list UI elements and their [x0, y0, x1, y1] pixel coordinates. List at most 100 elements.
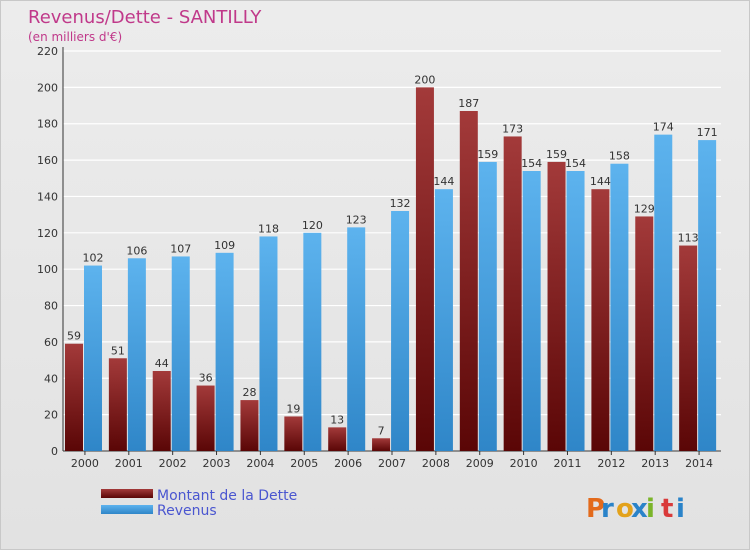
debt-bar [284, 416, 303, 451]
debt-value-label: 187 [458, 97, 479, 110]
revenus-value-label: 109 [214, 239, 235, 252]
revenus-value-label: 159 [477, 148, 498, 161]
debt-bar [679, 245, 698, 451]
revenus-bar [127, 258, 146, 451]
y-tick-label: 80 [44, 300, 58, 313]
x-tick-label: 2011 [553, 457, 581, 470]
x-tick-label: 2005 [290, 457, 318, 470]
debt-value-label: 13 [330, 413, 344, 426]
revenus-bar [610, 163, 629, 451]
debt-bar [591, 189, 610, 451]
chart-title: Revenus/Dette - SANTILLY [28, 7, 262, 28]
revenus-bar [391, 211, 410, 451]
y-tick-label: 20 [44, 409, 58, 422]
debt-bar [65, 343, 83, 451]
debt-value-label: 200 [414, 73, 435, 86]
revenus-bar [259, 236, 278, 451]
x-tick-label: 2006 [334, 457, 362, 470]
debt-value-label: 36 [199, 372, 213, 385]
logo-letter: o [616, 494, 634, 524]
x-tick-label: 2013 [641, 457, 669, 470]
revenus-bar [434, 189, 453, 451]
revenus-bar [347, 227, 366, 451]
revenus-value-label: 158 [609, 150, 630, 163]
legend: Montant de la Dette Revenus [101, 488, 297, 519]
y-tick-label: 220 [37, 45, 58, 58]
legend-swatch-debt [101, 489, 153, 498]
x-tick-label: 2009 [466, 457, 494, 470]
proxiti-logo: Pr oxi t i [586, 494, 685, 524]
debt-bar [372, 438, 391, 451]
debt-bar [328, 427, 347, 451]
revenus-value-label: 120 [302, 219, 323, 232]
chart-subtitle: (en milliers d'€) [28, 30, 122, 44]
revenus-value-label: 118 [258, 222, 279, 235]
legend-label-debt: Montant de la Dette [157, 488, 297, 504]
x-tick-label: 2000 [71, 457, 99, 470]
debt-bar [152, 371, 171, 451]
revenus-value-label: 171 [697, 126, 718, 139]
x-tick-label: 2007 [378, 457, 406, 470]
debt-value-label: 173 [502, 122, 523, 135]
debt-value-label: 59 [67, 330, 81, 343]
legend-label-revenus: Revenus [157, 503, 217, 519]
y-tick-label: 120 [37, 227, 58, 240]
debt-bar [459, 111, 478, 451]
revenus-value-label: 154 [521, 157, 542, 170]
debt-bar [547, 161, 566, 451]
y-tick-label: 180 [37, 118, 58, 131]
debt-value-label: 7 [378, 424, 385, 437]
debt-bar [503, 136, 522, 452]
logo-letter: i [676, 494, 685, 524]
revenus-value-label: 107 [170, 242, 191, 255]
debt-value-label: 51 [111, 344, 125, 357]
logo-letter: x [631, 494, 648, 524]
x-tick-label: 2001 [115, 457, 143, 470]
revenus-value-label: 174 [653, 121, 674, 134]
y-tick-label: 140 [37, 190, 58, 203]
bars [65, 87, 717, 452]
revenus-value-label: 102 [83, 252, 104, 265]
revenus-value-label: 106 [126, 244, 147, 257]
debt-value-label: 129 [634, 202, 655, 215]
y-tick-label: 40 [44, 372, 58, 385]
debt-value-label: 144 [590, 175, 611, 188]
y-tick-label: 60 [44, 336, 58, 349]
x-tick-label: 2004 [246, 457, 274, 470]
revenus-bar [84, 265, 102, 451]
y-tick-label: 200 [37, 81, 58, 94]
revenus-bar [478, 161, 497, 451]
debt-value-label: 113 [678, 232, 699, 245]
logo-letter: t [661, 494, 673, 524]
revenus-bar [171, 256, 190, 451]
debt-bar [240, 400, 259, 451]
y-tick-label: 0 [51, 445, 58, 458]
revenus-value-label: 123 [346, 213, 367, 226]
revenus-bar [303, 232, 322, 451]
debt-value-label: 19 [286, 402, 300, 415]
revenus-bar [566, 171, 585, 451]
data-labels: 59 102 51 106 44 107 36 109 28 118 19 120 13 123 7 132 2… [67, 73, 718, 437]
legend-swatch-revenus [101, 505, 153, 514]
revenus-bar [522, 171, 541, 451]
y-tick-label: 100 [37, 263, 58, 276]
logo-letter: r [601, 494, 614, 524]
debt-bar [196, 385, 215, 451]
revenus-value-label: 132 [390, 197, 411, 210]
revenus-value-label: 154 [565, 157, 586, 170]
debt-value-label: 44 [155, 357, 169, 370]
x-tick-label: 2002 [159, 457, 187, 470]
debt-bar [635, 216, 654, 451]
debt-value-label: 28 [242, 386, 256, 399]
debt-bar [108, 358, 127, 451]
revenus-bar [698, 140, 717, 451]
x-tick-label: 2010 [510, 457, 538, 470]
logo-letter: i [646, 494, 655, 524]
x-tick-label: 2012 [597, 457, 625, 470]
revenus-bar [654, 134, 673, 452]
debt-bar [415, 87, 434, 451]
x-tick-label: 2003 [203, 457, 231, 470]
